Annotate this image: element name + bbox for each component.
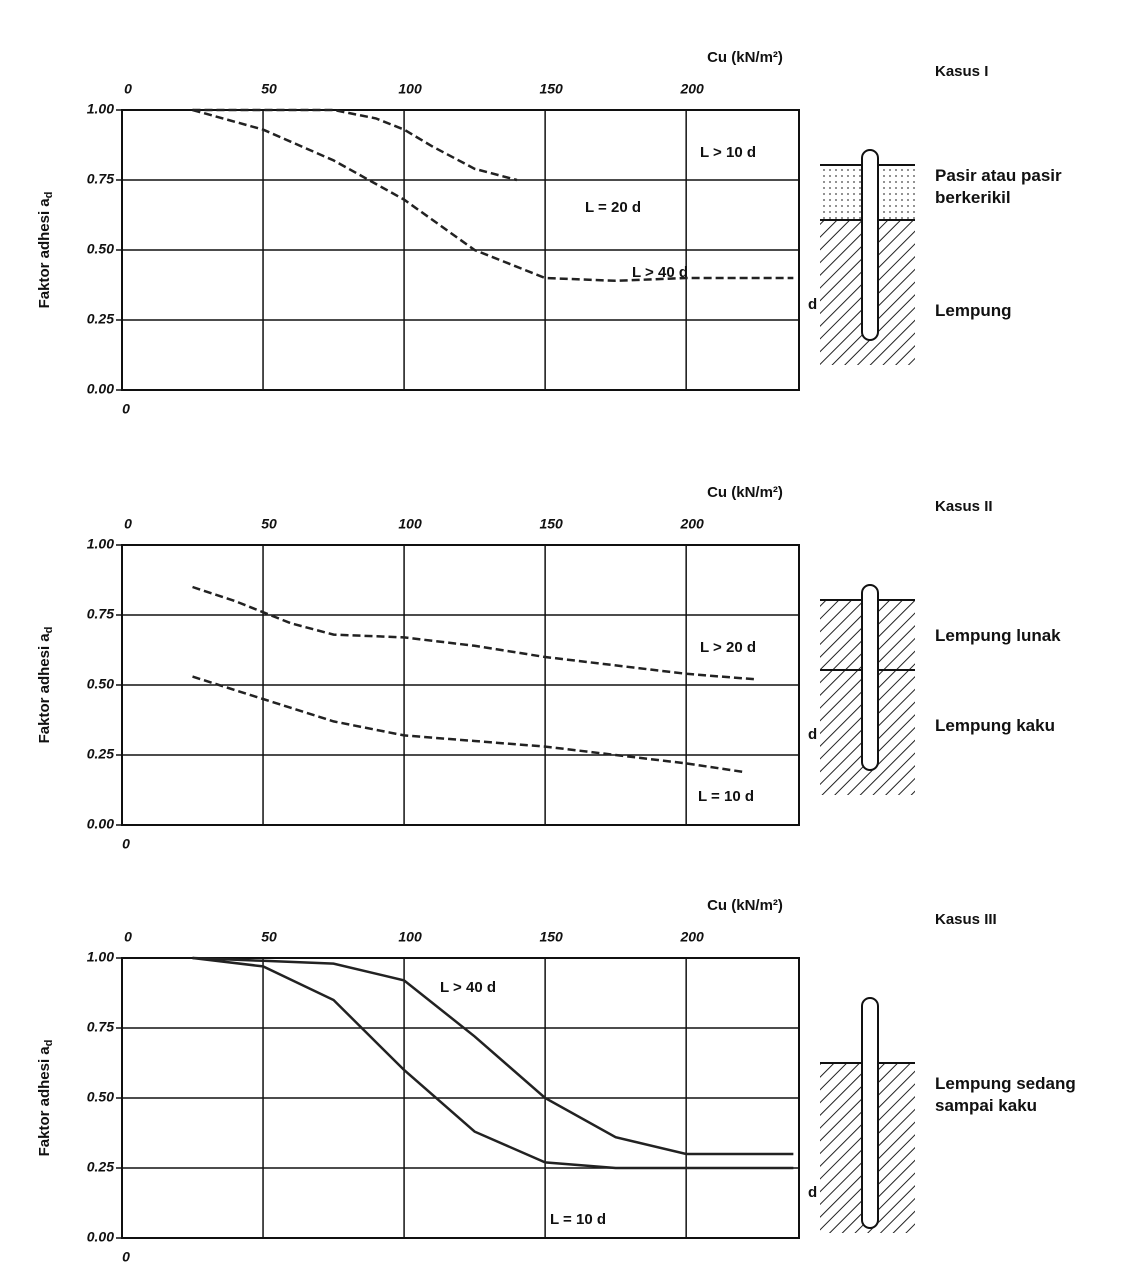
pile-diameter-label: d xyxy=(808,726,817,743)
x-axis-label: Cu (kN/m²) xyxy=(707,49,783,66)
y-axis-label-sub: d xyxy=(43,1040,55,1047)
y-tick-label: 1.00 xyxy=(87,101,114,117)
y-tick-label: 0.25 xyxy=(87,1159,114,1175)
x-tick-label: 50 xyxy=(261,516,277,532)
x-tick-label: 200 xyxy=(679,81,704,97)
layer-label: Pasir atau pasir berkerikil xyxy=(935,165,1115,209)
x-axis-label: Cu (kN/m²) xyxy=(707,897,783,914)
page: 0.00 0.25 0.50 0.75 1.00 0 50 100 150 200 0 Cu (kN/… xyxy=(0,0,1133,1266)
y-tick-label: 0.50 xyxy=(87,241,114,257)
x-tick-label: 100 xyxy=(398,929,422,945)
x-tick-label: 150 xyxy=(539,929,563,945)
y-tick-label: 0.00 xyxy=(87,1229,114,1245)
data-line xyxy=(193,110,517,180)
x-tick-label: 100 xyxy=(398,81,422,97)
y-axis-label: Faktor adhesi ad xyxy=(36,192,55,309)
series-label: L > 40 d xyxy=(632,264,688,281)
y-axis-label-sub: d xyxy=(43,627,55,634)
y-axis-label-main: Faktor adhesi a xyxy=(36,633,53,744)
pile xyxy=(862,150,878,340)
layer-label: Lempung sedang sampai kaku xyxy=(935,1073,1115,1117)
pile-diameter-label: d xyxy=(808,296,817,313)
y-tick-label: 1.00 xyxy=(87,536,114,552)
y-tick-label: 0.25 xyxy=(87,311,114,327)
case-title: Kasus III xyxy=(935,911,997,928)
x-tick-label: 150 xyxy=(539,81,563,97)
pile xyxy=(862,998,878,1228)
data-line xyxy=(193,677,743,772)
y-tick-label: 0.75 xyxy=(87,606,114,622)
series-label: L = 10 d xyxy=(698,788,754,805)
data-line xyxy=(193,587,757,679)
y-axis-label-sub: d xyxy=(43,192,55,199)
x-origin-label: 0 xyxy=(122,836,130,852)
y-tick-label: 0.75 xyxy=(87,171,114,187)
series-label: L = 10 d xyxy=(550,1211,606,1228)
x-tick-label: 100 xyxy=(398,516,422,532)
case-title: Kasus I xyxy=(935,63,988,80)
series-label: L > 20 d xyxy=(700,639,756,656)
y-axis-label: Faktor adhesi ad xyxy=(36,1040,55,1157)
x-origin-label: 0 xyxy=(122,401,130,417)
x-tick-label: 150 xyxy=(539,516,563,532)
series-label: L = 20 d xyxy=(585,199,641,216)
y-tick-label: 1.00 xyxy=(87,949,114,965)
y-axis-label: Faktor adhesi ad xyxy=(36,627,55,744)
layer-label: Lempung xyxy=(935,300,1115,322)
y-tick-label: 0.00 xyxy=(87,381,114,397)
y-tick-label: 0.00 xyxy=(87,816,114,832)
y-tick-label: 0.50 xyxy=(87,676,114,692)
annotation: L > 10 d xyxy=(700,144,756,161)
y-axis-label-main: Faktor adhesi a xyxy=(36,198,53,309)
x-tick-label: 0 xyxy=(124,929,132,945)
x-tick-label: 0 xyxy=(124,81,132,97)
x-tick-label: 200 xyxy=(679,516,704,532)
x-axis-label: Cu (kN/m²) xyxy=(707,484,783,501)
y-tick-label: 0.50 xyxy=(87,1089,114,1105)
x-origin-label: 0 xyxy=(122,1249,130,1265)
layer-label: Lempung kaku xyxy=(935,715,1115,737)
series-label: L > 40 d xyxy=(440,979,496,996)
pile-diameter-label: d xyxy=(808,1184,817,1201)
layer-label: Lempung lunak xyxy=(935,625,1115,647)
pile xyxy=(862,585,878,770)
x-tick-label: 200 xyxy=(679,929,704,945)
y-axis-label-main: Faktor adhesi a xyxy=(36,1046,53,1157)
data-line xyxy=(193,110,794,281)
case-title: Kasus II xyxy=(935,498,993,515)
y-tick-label: 0.25 xyxy=(87,746,114,762)
x-tick-label: 50 xyxy=(261,929,277,945)
y-tick-label: 0.75 xyxy=(87,1019,114,1035)
x-tick-label: 0 xyxy=(124,516,132,532)
x-tick-label: 50 xyxy=(261,81,277,97)
